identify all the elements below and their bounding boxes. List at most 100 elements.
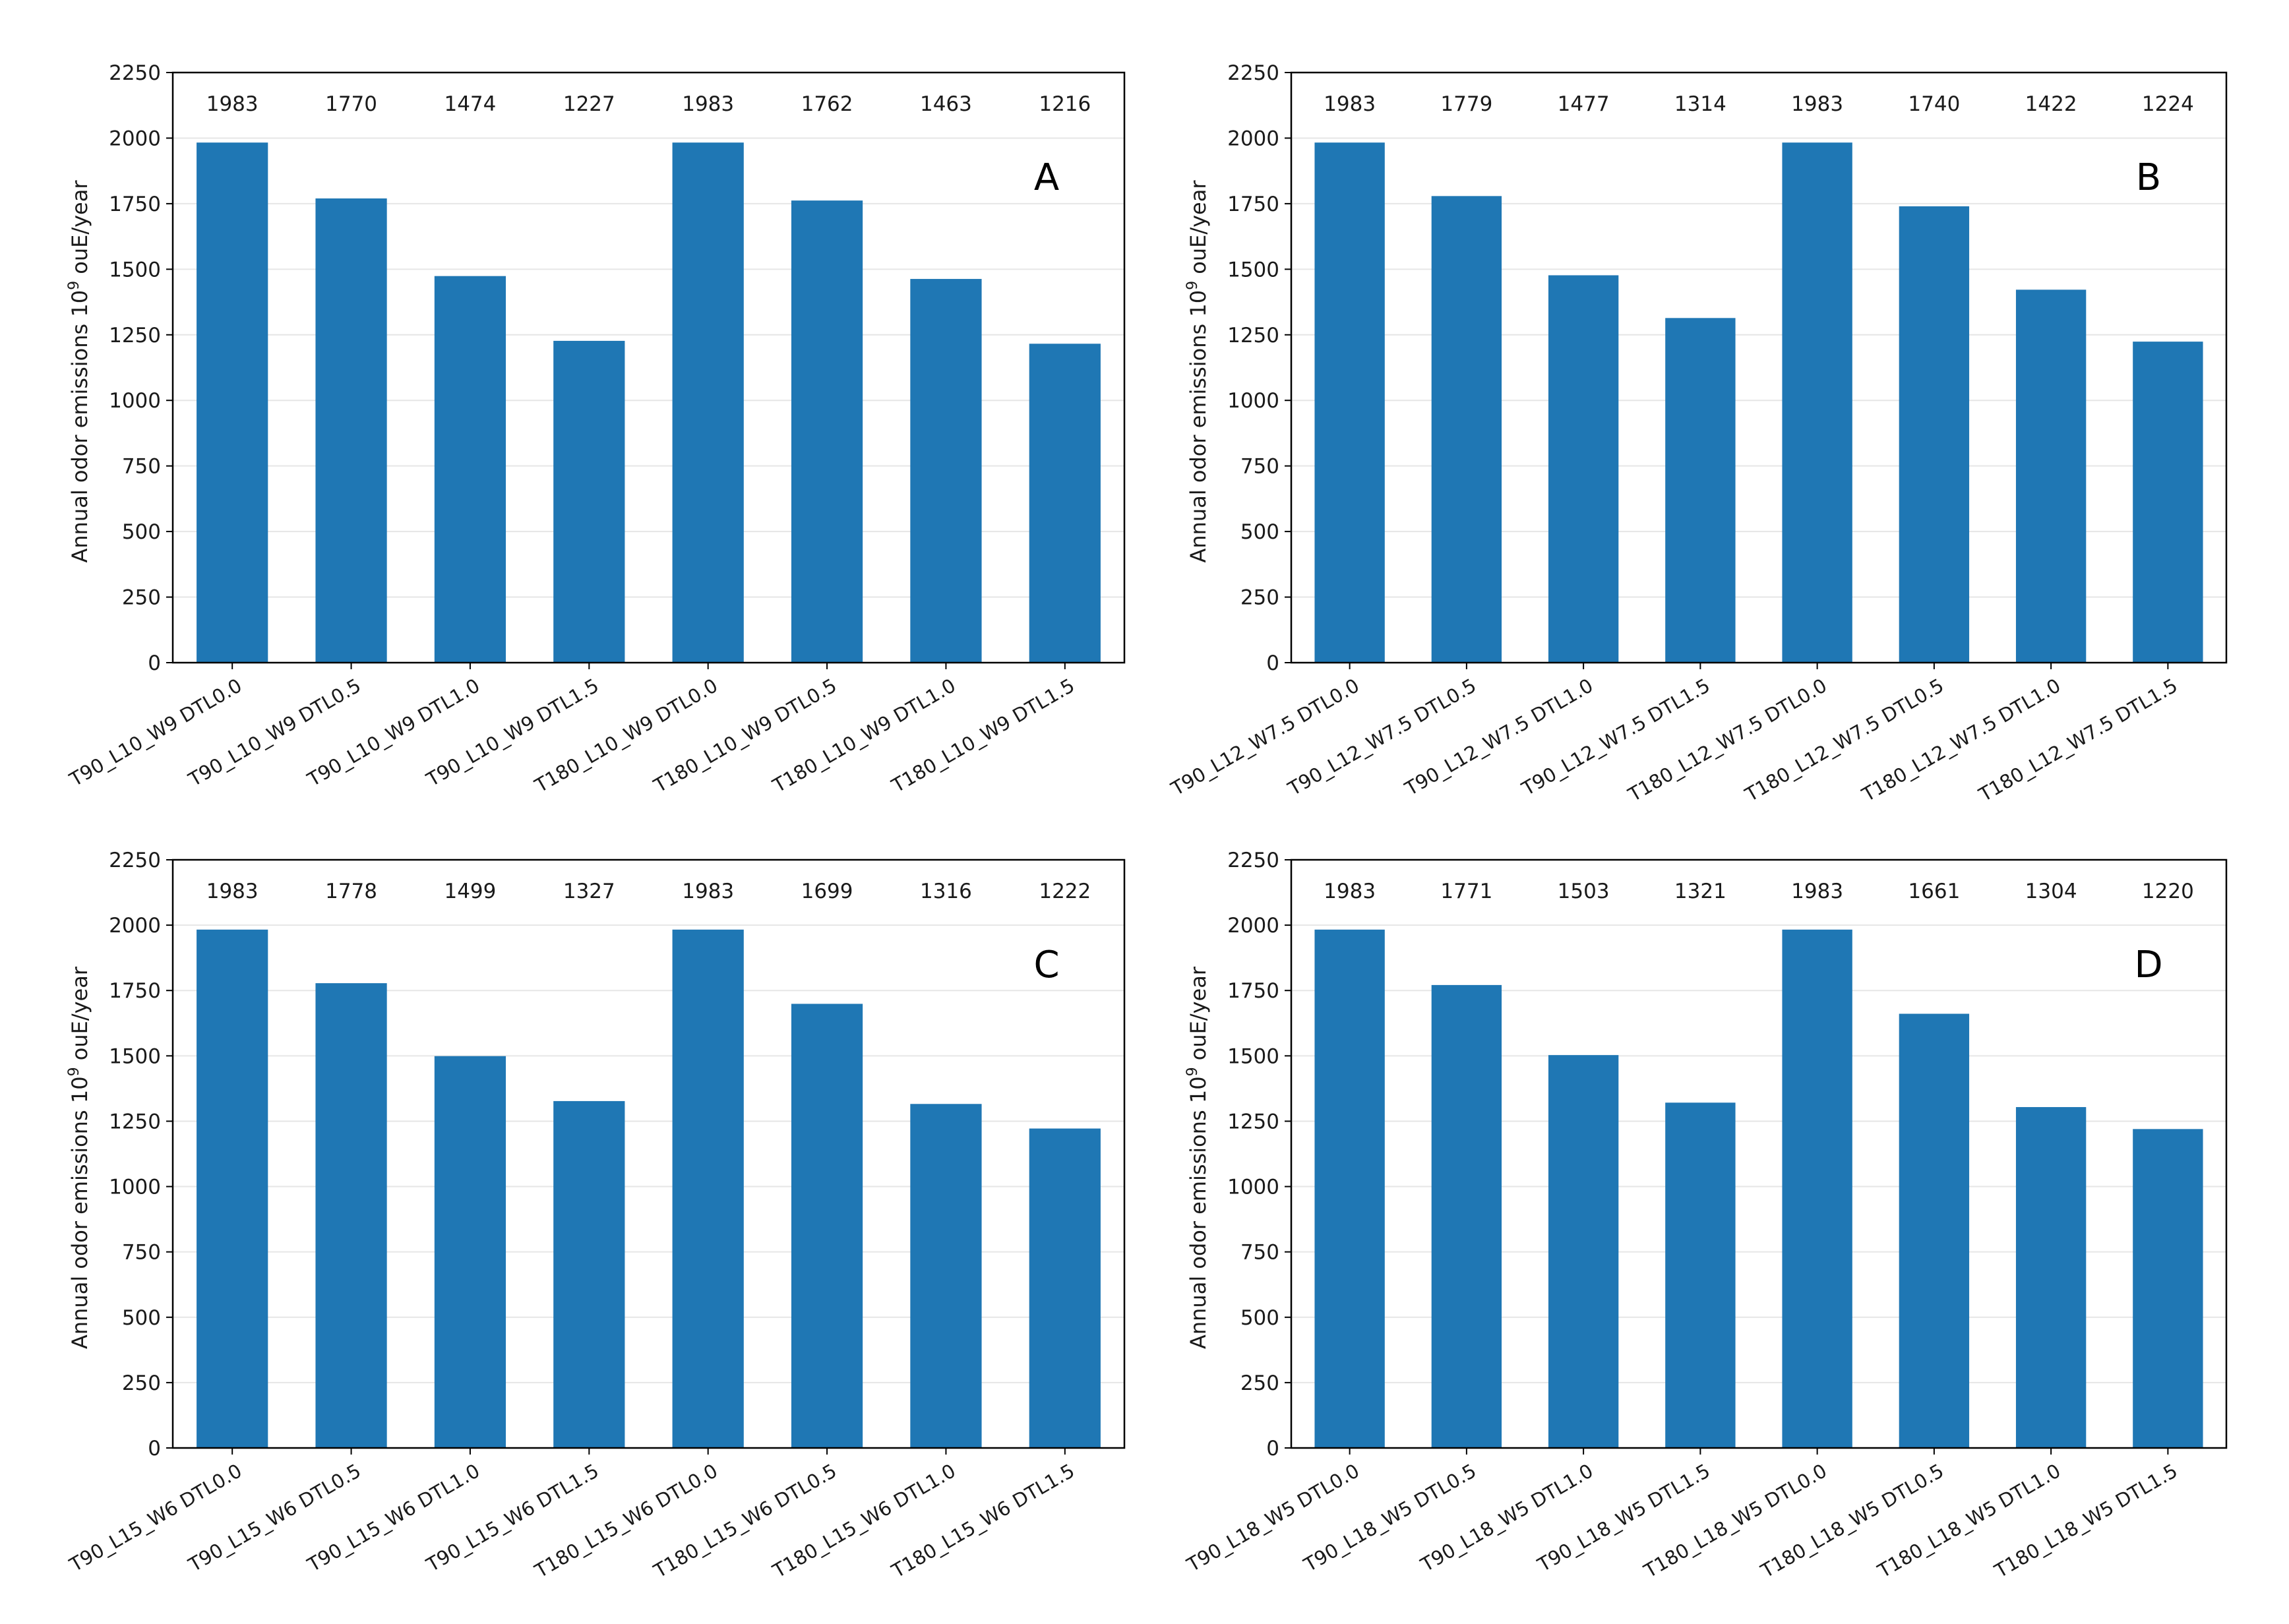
- x-tick-label: T180_L12_W7.5 DTL1.5: [1974, 674, 2182, 806]
- y-tick-label: 1750: [109, 979, 161, 1003]
- bar-d-3: [1548, 1055, 1619, 1448]
- bar-d-1: [1314, 929, 1385, 1448]
- y-tick-label: 500: [122, 520, 161, 544]
- bar-c-2: [315, 983, 387, 1448]
- bar-b-8: [2133, 342, 2203, 663]
- x-tick-label: T90_L12_W7.5 DTL1.5: [1517, 674, 1714, 800]
- bar-a-8: [1029, 344, 1101, 663]
- y-tick-label: 500: [122, 1306, 161, 1330]
- axes-frame: [171, 858, 1126, 1449]
- x-tick-label: T180_L18_W5 DTL0.0: [1639, 1459, 1831, 1582]
- y-tick-label: 0: [148, 651, 161, 675]
- x-tick-label: T90_L12_W7.5 DTL0.0: [1167, 674, 1363, 800]
- bar-c-8: [1029, 1128, 1101, 1448]
- x-tick-label: T180_L12_W7.5 DTL0.5: [1741, 674, 1948, 806]
- y-tick-label: 1250: [1227, 1110, 1279, 1133]
- value-label: 1463: [920, 92, 972, 116]
- axes-frame: [1290, 858, 2228, 1449]
- y-tick-label: 2250: [109, 849, 161, 872]
- y-tick-label: 2000: [109, 914, 161, 938]
- y-tick-label: 2000: [1227, 914, 1279, 938]
- bar-b-4: [1665, 318, 1736, 663]
- value-label: 1779: [1440, 92, 1492, 116]
- bar-a-7: [910, 279, 982, 663]
- axes-frame: [171, 71, 1126, 664]
- value-label: 1422: [2025, 92, 2077, 116]
- x-tick-label: T180_L12_W7.5 DTL0.0: [1624, 674, 1831, 806]
- bar-b-1: [1314, 142, 1385, 663]
- y-tick-label: 1250: [1227, 324, 1279, 347]
- value-label: 1216: [1039, 92, 1091, 116]
- bar-d-5: [1782, 929, 1852, 1448]
- bar-b-5: [1782, 142, 1852, 663]
- chart-panel-b: 1983 T90_L12_W7.5 DTL0.0 1779 T90_L12_W7.5 …: [1167, 61, 2228, 806]
- value-label: 1316: [920, 880, 972, 903]
- x-tick-label: T180_L18_W5 DTL0.5: [1757, 1459, 1948, 1582]
- y-axis-label: Annual odor emissions 109 ouE/year: [1184, 966, 1211, 1349]
- bar-a-1: [197, 142, 268, 663]
- x-tick-label: T90_L12_W7.5 DTL1.0: [1401, 674, 1597, 800]
- y-tick-label: 0: [1266, 651, 1279, 675]
- value-label: 1770: [325, 92, 377, 116]
- bar-d-4: [1665, 1102, 1736, 1448]
- y-tick-label: 1500: [1227, 258, 1279, 282]
- bar-b-2: [1431, 196, 1502, 663]
- axes-frame: [1290, 71, 2228, 664]
- y-tick-label: 1750: [109, 193, 161, 216]
- y-tick-label: 2000: [1227, 127, 1279, 150]
- y-tick-label: 750: [1240, 455, 1279, 479]
- bar-c-1: [197, 929, 268, 1448]
- y-tick-label: 1000: [109, 1176, 161, 1199]
- panel-label: A: [1034, 156, 1059, 199]
- bar-a-4: [553, 340, 625, 663]
- x-tick-label: T180_L12_W7.5 DTL1.0: [1858, 674, 2065, 806]
- panel-label: B: [2136, 156, 2161, 199]
- bar-d-7: [2015, 1107, 2087, 1448]
- value-label: 1227: [563, 92, 615, 116]
- value-label: 1699: [801, 880, 853, 903]
- bar-c-5: [672, 929, 744, 1448]
- bar-c-7: [910, 1104, 982, 1448]
- y-tick-label: 250: [122, 1371, 161, 1395]
- y-tick-label: 2250: [1227, 61, 1279, 85]
- bar-c-4: [553, 1100, 625, 1448]
- value-label: 1224: [2142, 92, 2194, 116]
- bar-b-6: [1899, 206, 1970, 663]
- x-tick-label: T180_L18_W5 DTL1.5: [1990, 1459, 2182, 1582]
- bar-d-6: [1899, 1013, 1970, 1448]
- value-label: 1477: [1558, 92, 1610, 116]
- y-tick-label: 500: [1240, 520, 1279, 544]
- value-label: 1222: [1039, 880, 1091, 903]
- bar-c-6: [791, 1004, 863, 1448]
- bar-a-5: [672, 142, 744, 663]
- bar-a-3: [434, 276, 506, 663]
- bar-a-6: [791, 200, 863, 663]
- bar-c-3: [434, 1056, 506, 1448]
- y-tick-label: 1750: [1227, 193, 1279, 216]
- bar-d-8: [2133, 1129, 2203, 1448]
- bar-d-2: [1431, 984, 1502, 1448]
- y-tick-label: 1000: [109, 389, 161, 413]
- value-label: 1304: [2025, 880, 2077, 903]
- y-tick-label: 1250: [109, 324, 161, 347]
- value-label: 1220: [2142, 880, 2194, 903]
- y-tick-label: 750: [122, 1241, 161, 1265]
- value-label: 1983: [206, 92, 259, 116]
- value-label: 1983: [206, 880, 259, 903]
- value-label: 1740: [1908, 92, 1960, 116]
- value-label: 1762: [801, 92, 853, 116]
- value-label: 1778: [325, 880, 377, 903]
- value-label: 1983: [1324, 880, 1376, 903]
- y-tick-label: 1500: [109, 258, 161, 282]
- y-axis-label: Annual odor emissions 109 ouE/year: [66, 180, 92, 563]
- value-label: 1983: [682, 92, 734, 116]
- x-tick-label: T180_L18_W5 DTL1.0: [1874, 1459, 2065, 1582]
- y-axis-label: Annual odor emissions 109 ouE/year: [1184, 180, 1211, 563]
- y-tick-label: 1000: [1227, 389, 1279, 413]
- panel-label: C: [1033, 944, 1059, 986]
